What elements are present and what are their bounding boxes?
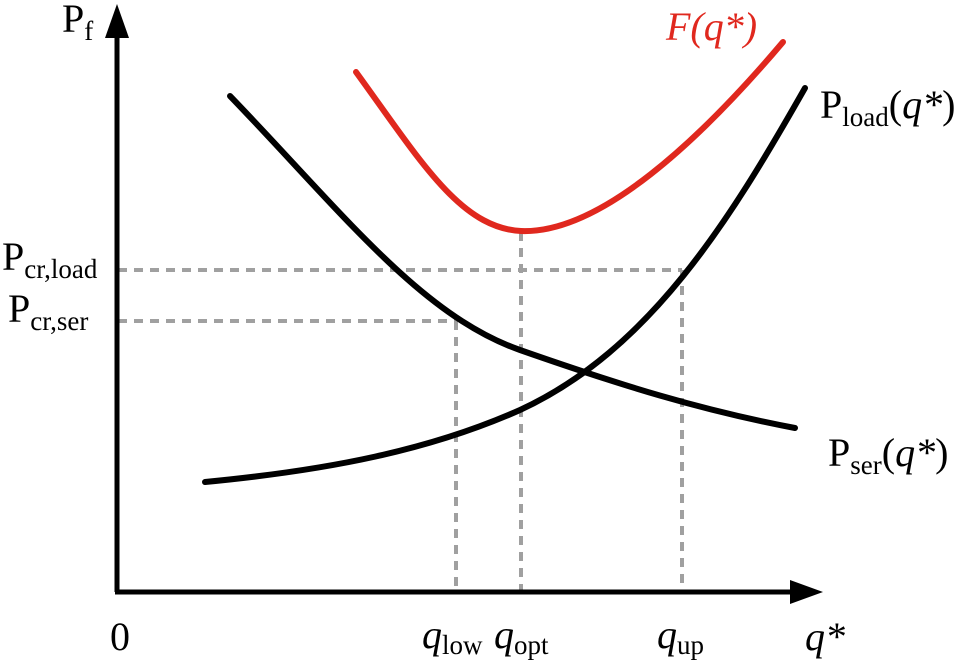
- x-axis-title: q*: [805, 614, 845, 659]
- y-axis-title: Pf: [62, 0, 93, 46]
- p-ser-curve: [227, 93, 798, 431]
- axes: [114, 30, 798, 595]
- objective-label: F(q*): [665, 4, 757, 49]
- x-tick-q-opt: qopt: [494, 612, 549, 660]
- x-tick-q-up: qup: [657, 612, 704, 660]
- y-tick-p-cr-ser: Pcr,ser: [8, 286, 88, 336]
- p-load-curve: [202, 85, 808, 485]
- y-tick-p-cr-load: Pcr,load: [2, 234, 98, 284]
- p-load-label: Pload(q*): [820, 82, 955, 132]
- guide-lines: [118, 232, 684, 590]
- y-axis-arrowhead: [105, 4, 129, 38]
- x-tick-q-low: qlow: [422, 612, 483, 660]
- p-ser-label: Pser(q*): [828, 430, 948, 480]
- origin-label: 0: [110, 614, 130, 659]
- objective-f-curve: [353, 39, 786, 235]
- x-axis-arrowhead: [790, 580, 823, 604]
